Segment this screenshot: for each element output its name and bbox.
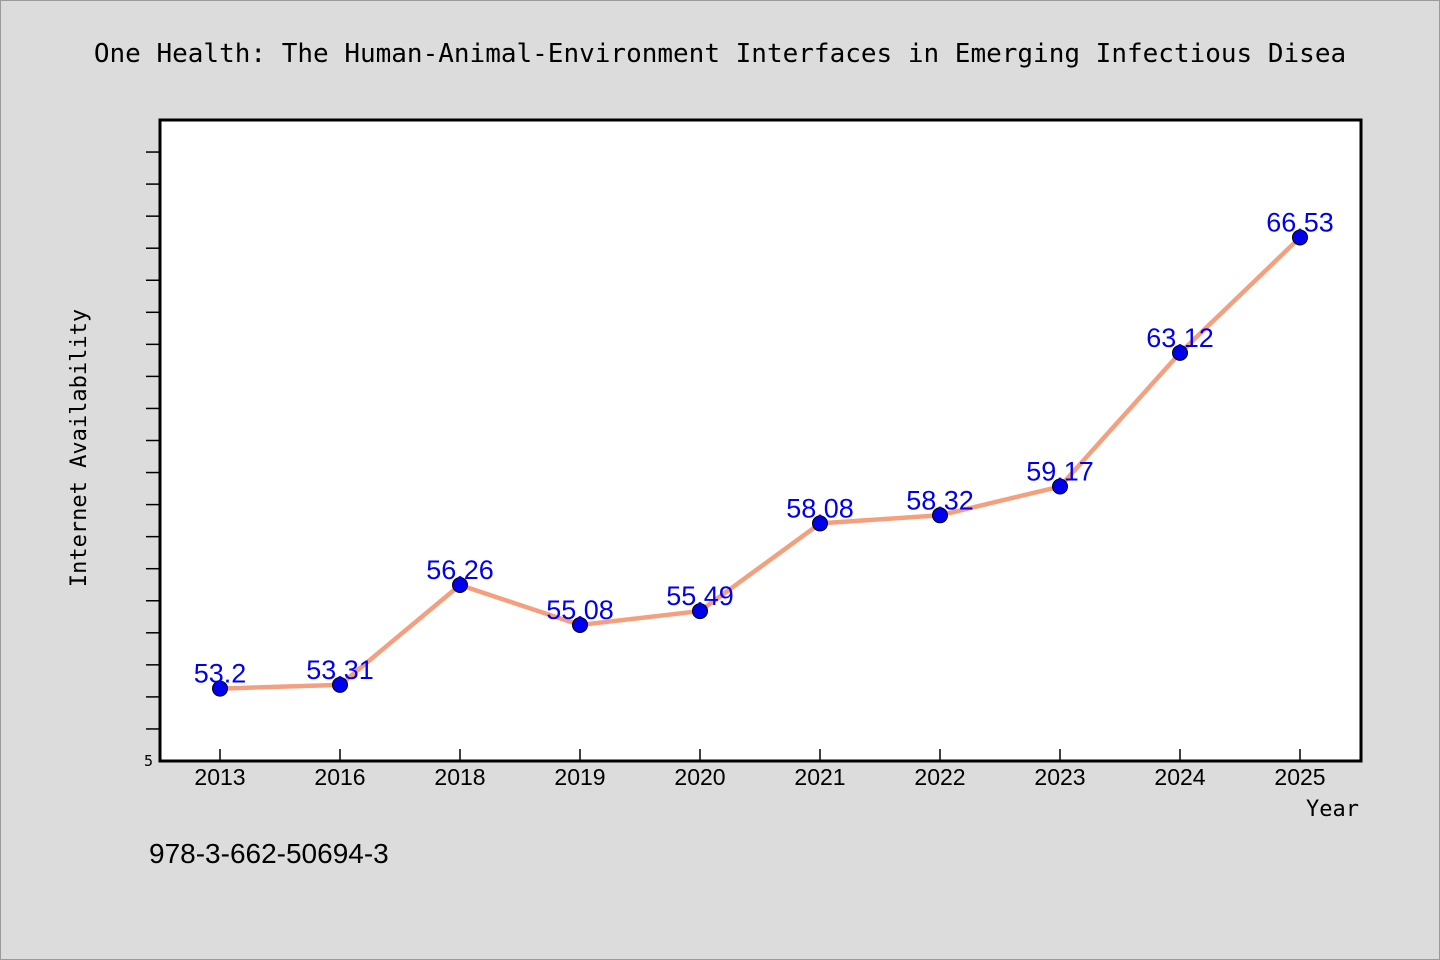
x-tick-label: 2025	[1274, 764, 1325, 790]
data-label: 63.12	[1146, 323, 1214, 353]
data-point	[1172, 344, 1188, 361]
plot-area	[158, 118, 1363, 763]
data-point	[812, 515, 828, 532]
data-label: 66.53	[1266, 207, 1334, 237]
series-layer: 53.2 53.31 56.26 55.08 55.49 58.08 58.32 59.17 6…	[194, 207, 1334, 697]
data-point	[1052, 478, 1068, 495]
data-point	[452, 577, 468, 594]
footnote-isbn: 978-3-662-50694-3	[149, 838, 389, 869]
data-label: 53.31	[306, 655, 374, 685]
data-point	[932, 507, 948, 524]
x-tick-label: 2013	[194, 764, 245, 790]
data-label: 59.17	[1026, 457, 1094, 487]
data-point	[212, 680, 228, 697]
data-label: 56.26	[426, 555, 494, 585]
series-line	[217, 235, 1303, 691]
x-tick-label: 2021	[794, 764, 845, 790]
x-tick-label: 2020	[674, 764, 725, 790]
x-tick-label: 2016	[314, 764, 365, 790]
x-tick-label: 2019	[554, 764, 605, 790]
data-point	[572, 616, 588, 633]
y-axis-label: Internet Availability	[67, 309, 92, 587]
data-point	[332, 676, 348, 693]
data-label: 53.2	[194, 659, 247, 689]
chart-title: One Health: The Human-Animal-Environment…	[94, 39, 1346, 69]
x-axis-ticks: 2013 2016 2018 2019 2020 2021 2022 2023 2024 2025	[194, 749, 1326, 790]
data-label: 55.49	[666, 581, 734, 611]
x-axis-label: Year	[1306, 797, 1359, 822]
y-axis-ticks: 5	[144, 151, 160, 770]
x-tick-label: 2022	[914, 764, 965, 790]
data-label: 58.32	[906, 485, 974, 515]
x-tick-label: 2024	[1154, 764, 1205, 790]
data-label: 58.08	[786, 493, 854, 523]
x-tick-label: 2018	[434, 764, 485, 790]
data-point	[1292, 229, 1308, 246]
data-label: 55.08	[546, 595, 614, 625]
y-tick-label: 5	[144, 752, 153, 770]
x-tick-label: 2023	[1034, 764, 1085, 790]
data-point	[692, 603, 708, 620]
